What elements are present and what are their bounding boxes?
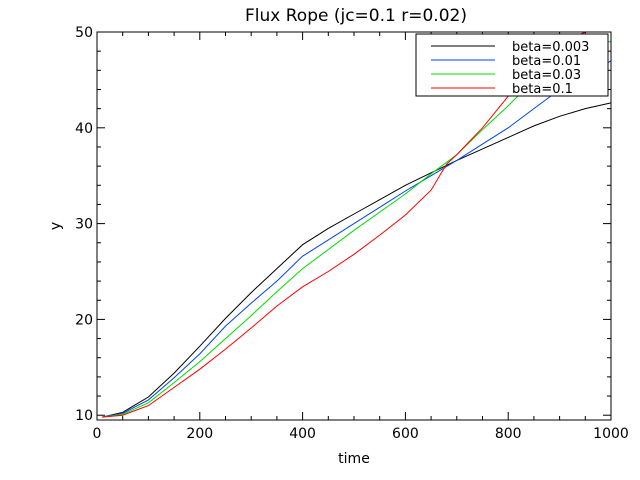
- legend-label-4: beta=0.1: [512, 82, 573, 97]
- x-tick-label: 200: [186, 426, 213, 442]
- x-axis-label: time: [338, 451, 370, 467]
- legend-label-1: beta=0.003: [512, 40, 589, 55]
- axis-ticks: 0 200 400 600 800 1000 10 20 30 40 50: [75, 25, 629, 442]
- legend-box: [415, 33, 609, 97]
- y-tick-label: 30: [75, 217, 93, 233]
- series-line-3: [102, 41, 612, 418]
- y-tick-label: 40: [75, 121, 93, 137]
- x-tick-label: 800: [495, 426, 522, 442]
- series-line-1: [101, 102, 612, 418]
- x-tick-label: 1000: [593, 426, 629, 442]
- x-tick-label: 600: [392, 426, 419, 442]
- y-tick-label: 10: [75, 408, 93, 424]
- x-tick-label: 0: [93, 426, 102, 442]
- y-tick-label: 20: [75, 312, 93, 328]
- y-tick-label: 50: [75, 25, 93, 41]
- legend-label-3: beta=0.03: [512, 68, 581, 83]
- y-axis-label: y: [48, 222, 64, 230]
- chart-title: Flux Rope (jc=0.1 r=0.02): [245, 6, 467, 26]
- legend-label-2: beta=0.01: [512, 54, 581, 69]
- x-tick-label: 400: [289, 426, 316, 442]
- series-line-2: [102, 60, 612, 418]
